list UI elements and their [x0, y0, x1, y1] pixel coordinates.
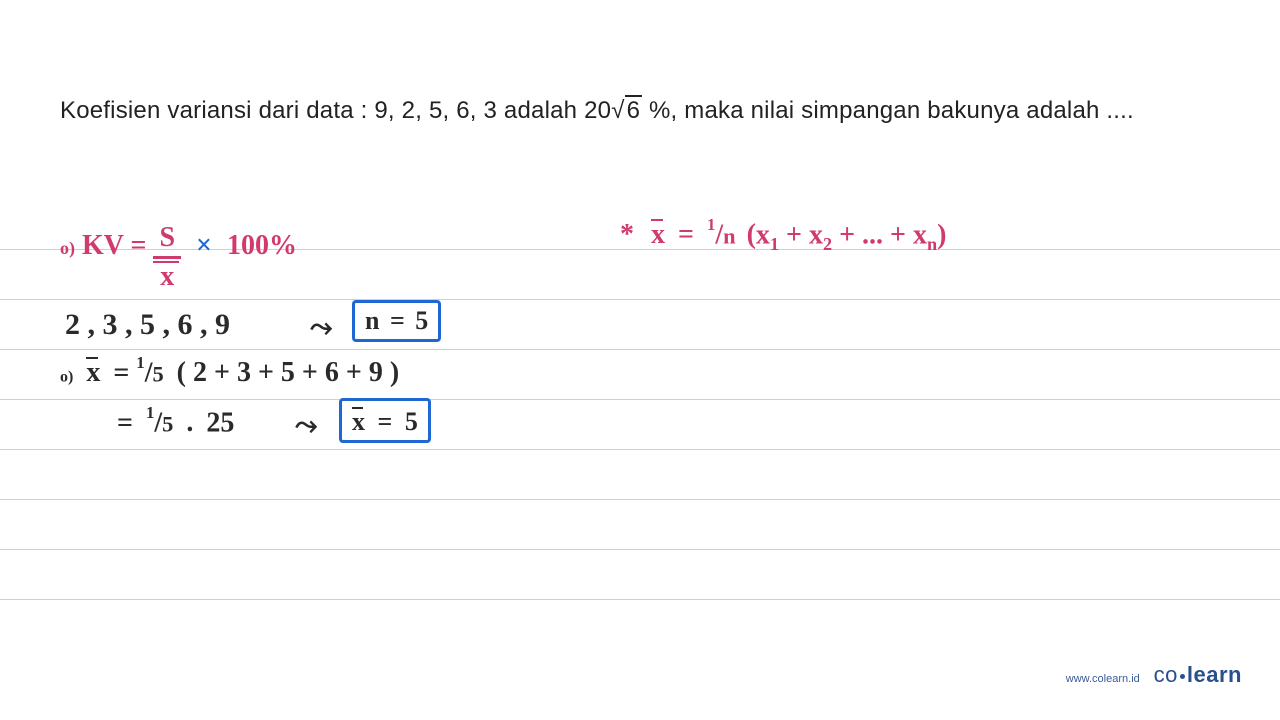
plus1: +: [779, 219, 809, 250]
question-middle: adalah: [497, 97, 584, 124]
x2: x: [809, 219, 823, 250]
calc-line-2: = 1/5 . 25: [117, 406, 234, 439]
n-label: n: [365, 306, 379, 335]
equals: =: [117, 407, 133, 438]
xbar-symbol: x: [651, 219, 665, 250]
calc-line-1: o) x = 1/5 ( 2 + 3 + 5 + 6 + 9 ): [60, 356, 399, 389]
xbar-symbol: x: [86, 357, 100, 388]
sum: 25: [206, 407, 234, 438]
brand-learn: learn: [1187, 662, 1242, 687]
question-data: 9, 2, 5, 6, 3: [374, 97, 497, 124]
sqrt-symbol: √6: [611, 95, 642, 125]
subn: n: [927, 234, 937, 254]
equals: =: [378, 407, 393, 436]
question-suffix: %, maka nilai simpangan bakunya adalah .…: [642, 97, 1134, 124]
bullet: o): [60, 238, 75, 258]
kv-formula: o) KV = S x × 100%: [60, 212, 297, 283]
hundred-percent: 100%: [227, 230, 297, 261]
work-area: o) KV = S x × 100% * x = 1/n (x1 + x2 + …: [0, 200, 1280, 600]
question-prefix: Koefisien variansi dari data :: [60, 97, 374, 124]
kv-denominator: x: [153, 261, 181, 293]
equals: =: [390, 306, 405, 335]
arrow-icon: ⤳: [310, 312, 330, 344]
expression: ( 2 + 3 + 5 + 6 + 9 ): [177, 357, 399, 388]
data-values: 2 , 3 , 5 , 6 , 9: [65, 308, 230, 341]
equals: =: [113, 357, 129, 388]
one: 1: [707, 215, 715, 234]
frac-bot: 5: [152, 361, 163, 386]
n: n: [723, 223, 735, 248]
kv-label: KV: [82, 230, 124, 261]
mean-formula: * x = 1/n (x1 + x2 + ... + xn): [620, 218, 946, 255]
times-symbol: ×: [196, 230, 212, 261]
question-text: Koefisien variansi dari data : 9, 2, 5, …: [60, 95, 1134, 125]
coeff-number: 20: [584, 97, 611, 124]
kv-fraction: S x: [153, 222, 181, 293]
equals: =: [678, 219, 694, 250]
n-result-box: n = 5: [352, 300, 441, 342]
sorted-data: 2 , 3 , 5 , 6 , 9: [65, 308, 230, 342]
brand-co: co: [1154, 662, 1178, 687]
footer: www.colearn.id colearn: [1066, 662, 1242, 688]
frac-bot: 5: [162, 411, 173, 436]
open-paren: (: [747, 219, 756, 250]
arrow-icon: ⤳: [295, 410, 315, 442]
sub2: 2: [823, 234, 832, 254]
xbar-symbol: x: [352, 407, 365, 436]
kv-numerator: S: [153, 222, 181, 254]
dot-icon: [1180, 674, 1185, 679]
x1: x: [756, 219, 770, 250]
sqrt-radicand: 6: [625, 95, 643, 125]
xbar-result-box: x = 5: [339, 398, 431, 443]
n-value: 5: [415, 306, 428, 335]
sub1: 1: [770, 234, 779, 254]
fraction-bar: [153, 256, 181, 259]
xn: x: [913, 219, 927, 250]
asterisk: *: [620, 219, 634, 250]
footer-url: www.colearn.id: [1066, 673, 1140, 685]
rule-line: [0, 500, 1280, 550]
rule-line: [0, 550, 1280, 600]
dot: .: [186, 407, 193, 438]
plus-dots: + ... +: [832, 219, 913, 250]
rule-line: [0, 450, 1280, 500]
bullet: o): [60, 368, 73, 385]
frac-top: 1: [136, 353, 144, 372]
close-paren: ): [937, 219, 946, 250]
brand-logo: colearn: [1154, 662, 1242, 687]
equals: =: [131, 230, 147, 261]
xbar-value: 5: [405, 407, 418, 436]
frac-top: 1: [146, 403, 154, 422]
